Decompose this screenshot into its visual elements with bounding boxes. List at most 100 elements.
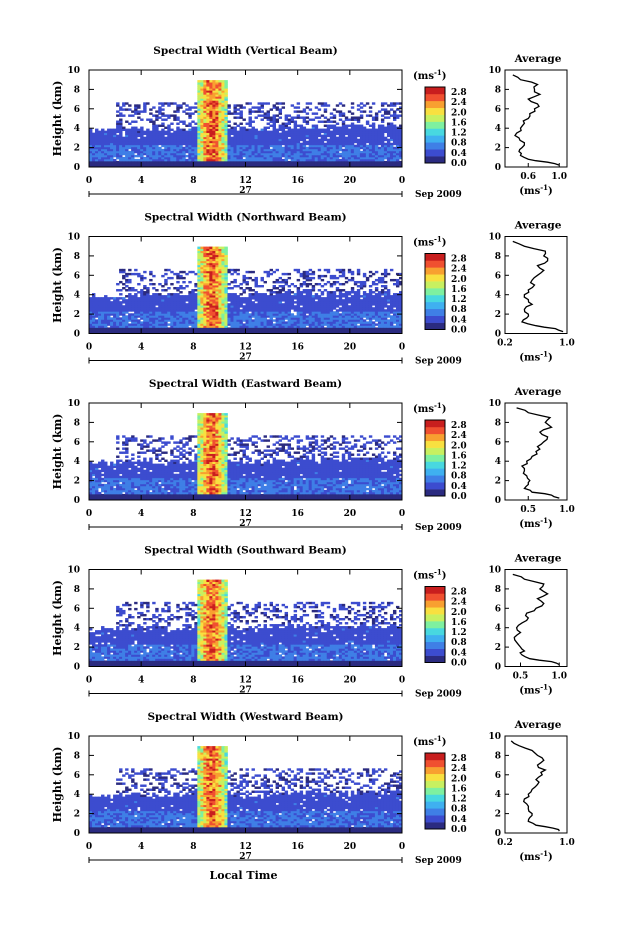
heatmap-cell bbox=[152, 142, 156, 146]
heatmap-cell bbox=[125, 150, 129, 154]
heatmap-cell bbox=[161, 114, 165, 117]
heatmap-cell bbox=[197, 130, 201, 134]
heatmap-cell bbox=[359, 156, 364, 160]
heatmap-cell bbox=[197, 146, 201, 150]
heatmap-cell bbox=[236, 158, 240, 162]
heatmap-cell bbox=[161, 102, 165, 105]
heatmap-cell bbox=[290, 116, 295, 119]
heatmap-cell bbox=[116, 128, 120, 132]
heatmap-cell bbox=[140, 144, 144, 148]
heatmap-cell bbox=[305, 130, 310, 134]
heatmap-cell bbox=[89, 148, 93, 152]
heatmap-cell bbox=[206, 84, 210, 87]
heatmap-cell bbox=[227, 138, 231, 142]
heatmap-cell bbox=[365, 276, 370, 280]
heatmap-cell bbox=[323, 110, 328, 113]
heatmap-cell bbox=[134, 142, 138, 146]
heatmap-cell bbox=[200, 108, 204, 111]
heatmap-cell bbox=[224, 116, 228, 119]
heatmap-cell bbox=[221, 124, 225, 127]
heatmap-cell bbox=[179, 154, 183, 158]
heatmap-cell bbox=[317, 289, 322, 292]
heatmap-cell bbox=[371, 102, 376, 105]
heatmap-cell bbox=[203, 100, 207, 103]
heatmap-cell bbox=[119, 134, 123, 138]
heatmap-cell bbox=[143, 144, 147, 148]
heatmap-cell bbox=[287, 128, 292, 132]
heatmap-cell bbox=[143, 285, 147, 288]
heatmap-cell bbox=[200, 98, 204, 101]
heatmap-cell bbox=[164, 154, 168, 158]
heatmap-cell bbox=[89, 128, 93, 132]
heatmap-cell bbox=[110, 140, 114, 144]
heatmap-cell bbox=[140, 274, 144, 278]
heatmap-cell bbox=[224, 140, 228, 144]
heatmap-cell bbox=[128, 287, 132, 290]
heatmap-cell bbox=[113, 152, 117, 156]
heatmap-cell bbox=[281, 272, 286, 276]
heatmap-cell bbox=[287, 150, 292, 154]
heatmap-cell bbox=[359, 126, 364, 129]
heatmap-cell bbox=[206, 80, 210, 83]
heatmap-cell bbox=[161, 150, 165, 154]
heatmap-cell bbox=[305, 327, 310, 330]
heatmap-cell bbox=[215, 246, 219, 250]
heatmap-cell bbox=[95, 154, 99, 158]
heatmap-cell bbox=[302, 130, 307, 134]
heatmap-cell bbox=[131, 160, 135, 164]
heatmap-cell bbox=[197, 94, 201, 97]
heatmap-cell bbox=[161, 108, 165, 111]
heatmap-cell bbox=[116, 114, 120, 117]
heatmap-cell bbox=[116, 164, 120, 168]
heatmap-cell bbox=[128, 154, 132, 158]
heatmap-cell bbox=[308, 156, 313, 160]
heatmap-cell bbox=[254, 152, 258, 156]
heatmap-cell bbox=[179, 136, 183, 140]
heatmap-cell bbox=[233, 164, 237, 168]
heatmap-cell bbox=[224, 106, 228, 109]
heatmap-cell bbox=[215, 138, 219, 142]
heatmap-cell bbox=[272, 118, 276, 121]
heatmap-cell bbox=[203, 152, 207, 156]
heatmap-cell bbox=[200, 106, 204, 109]
heatmap-cell bbox=[215, 88, 219, 91]
heatmap-cell bbox=[209, 106, 213, 109]
heatmap-cell bbox=[206, 150, 210, 154]
heatmap-cell bbox=[224, 92, 228, 95]
heatmap-cell bbox=[302, 126, 307, 129]
x-tick-label: 8 bbox=[190, 176, 196, 186]
heatmap-cell bbox=[143, 291, 147, 294]
heatmap-cell bbox=[101, 160, 105, 164]
heatmap-cell bbox=[197, 120, 201, 123]
heatmap-cell bbox=[212, 134, 216, 138]
heatmap-cell bbox=[122, 148, 126, 152]
heatmap-cell bbox=[353, 126, 358, 129]
heatmap-cell bbox=[203, 162, 207, 166]
heatmap-cell bbox=[212, 110, 216, 113]
heatmap-cell bbox=[365, 144, 370, 148]
heatmap-cell bbox=[284, 132, 289, 136]
heatmap-cell bbox=[173, 144, 177, 148]
heatmap-cell bbox=[155, 146, 159, 150]
heatmap-cell bbox=[317, 140, 322, 144]
heatmap-cell bbox=[332, 144, 337, 148]
heatmap-cell bbox=[341, 114, 346, 117]
profile-unit: (ms-1) bbox=[519, 183, 552, 197]
heatmap-cell bbox=[110, 158, 114, 162]
heatmap-cell bbox=[95, 132, 99, 136]
heatmap-cell bbox=[179, 146, 183, 150]
heatmap-cell bbox=[194, 150, 198, 154]
heatmap-cell bbox=[278, 124, 283, 127]
heatmap-cell bbox=[248, 276, 252, 280]
heatmap-cell bbox=[209, 124, 213, 127]
heatmap-cell bbox=[338, 118, 343, 121]
heatmap-cell bbox=[341, 136, 346, 140]
heatmap-cell bbox=[278, 154, 283, 158]
heatmap-cell bbox=[272, 164, 276, 168]
heatmap-cell bbox=[326, 128, 331, 132]
heatmap-cell bbox=[173, 158, 177, 162]
heatmap-cell bbox=[335, 160, 340, 164]
heatmap-cell bbox=[113, 144, 117, 148]
heatmap-cell bbox=[338, 144, 343, 148]
heatmap-cell bbox=[89, 158, 93, 162]
